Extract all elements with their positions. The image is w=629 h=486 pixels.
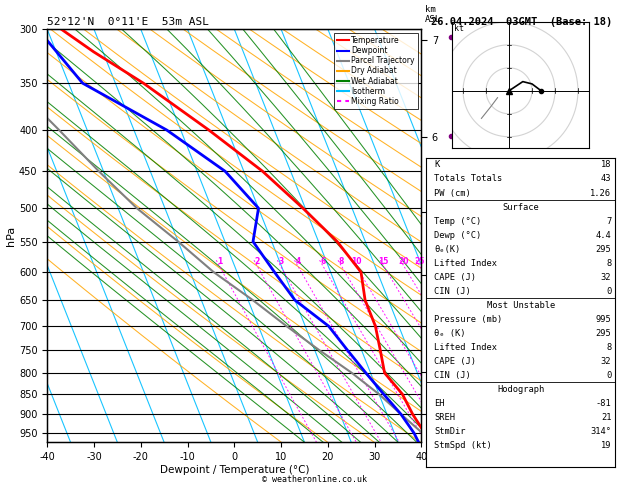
Text: -81: -81 — [596, 399, 611, 408]
Text: 10: 10 — [351, 257, 362, 266]
Text: 32: 32 — [601, 273, 611, 282]
Text: StmDir: StmDir — [434, 427, 465, 436]
Text: Most Unstable: Most Unstable — [487, 301, 555, 310]
Text: Mixing Ratio (g/kg): Mixing Ratio (g/kg) — [429, 192, 438, 279]
Text: 995: 995 — [596, 315, 611, 324]
Text: PW (cm): PW (cm) — [434, 189, 470, 197]
Text: 4: 4 — [295, 257, 301, 266]
Text: Dewp (°C): Dewp (°C) — [434, 230, 481, 240]
Text: 15: 15 — [379, 257, 389, 266]
Text: CAPE (J): CAPE (J) — [434, 357, 476, 366]
Text: 6: 6 — [320, 257, 326, 266]
Text: © weatheronline.co.uk: © weatheronline.co.uk — [262, 474, 367, 484]
Text: 7: 7 — [606, 217, 611, 226]
Text: 0: 0 — [606, 371, 611, 380]
Text: 26.04.2024  03GMT  (Base: 18): 26.04.2024 03GMT (Base: 18) — [431, 17, 612, 27]
Text: 25: 25 — [415, 257, 425, 266]
Text: 3: 3 — [278, 257, 283, 266]
Text: LCL: LCL — [425, 431, 440, 440]
Text: SREH: SREH — [434, 413, 455, 422]
Text: Temp (°C): Temp (°C) — [434, 217, 481, 226]
Text: 8: 8 — [339, 257, 344, 266]
Text: 295: 295 — [596, 329, 611, 338]
Text: Pressure (mb): Pressure (mb) — [434, 315, 503, 324]
Text: 314°: 314° — [591, 427, 611, 436]
Text: StmSpd (kt): StmSpd (kt) — [434, 441, 492, 450]
Text: 18: 18 — [601, 160, 611, 170]
Text: 32: 32 — [601, 357, 611, 366]
Text: kt: kt — [454, 24, 464, 33]
Text: 1.26: 1.26 — [591, 189, 611, 197]
Text: Lifted Index: Lifted Index — [434, 343, 497, 352]
Text: 4.4: 4.4 — [596, 230, 611, 240]
Text: Surface: Surface — [503, 203, 539, 211]
Text: CIN (J): CIN (J) — [434, 287, 470, 295]
Text: θₑ(K): θₑ(K) — [434, 244, 460, 254]
Text: 8: 8 — [606, 343, 611, 352]
Text: 20: 20 — [399, 257, 409, 266]
Text: Totals Totals: Totals Totals — [434, 174, 503, 184]
Text: K: K — [434, 160, 439, 170]
Text: Hodograph: Hodograph — [497, 385, 545, 394]
Text: Lifted Index: Lifted Index — [434, 259, 497, 268]
Text: 0: 0 — [606, 287, 611, 295]
Text: km
ASL: km ASL — [425, 5, 441, 24]
Text: 2: 2 — [255, 257, 260, 266]
Text: CIN (J): CIN (J) — [434, 371, 470, 380]
Text: 19: 19 — [601, 441, 611, 450]
Text: 43: 43 — [601, 174, 611, 184]
Text: 1: 1 — [217, 257, 222, 266]
Text: 8: 8 — [606, 259, 611, 268]
Text: 52°12'N  0°11'E  53m ASL: 52°12'N 0°11'E 53m ASL — [47, 17, 209, 27]
Text: θₑ (K): θₑ (K) — [434, 329, 465, 338]
Text: 21: 21 — [601, 413, 611, 422]
X-axis label: Dewpoint / Temperature (°C): Dewpoint / Temperature (°C) — [160, 465, 309, 475]
Legend: Temperature, Dewpoint, Parcel Trajectory, Dry Adiabat, Wet Adiabat, Isotherm, Mi: Temperature, Dewpoint, Parcel Trajectory… — [334, 33, 418, 109]
Text: EH: EH — [434, 399, 445, 408]
Y-axis label: hPa: hPa — [6, 226, 16, 246]
Text: CAPE (J): CAPE (J) — [434, 273, 476, 282]
Text: 295: 295 — [596, 244, 611, 254]
